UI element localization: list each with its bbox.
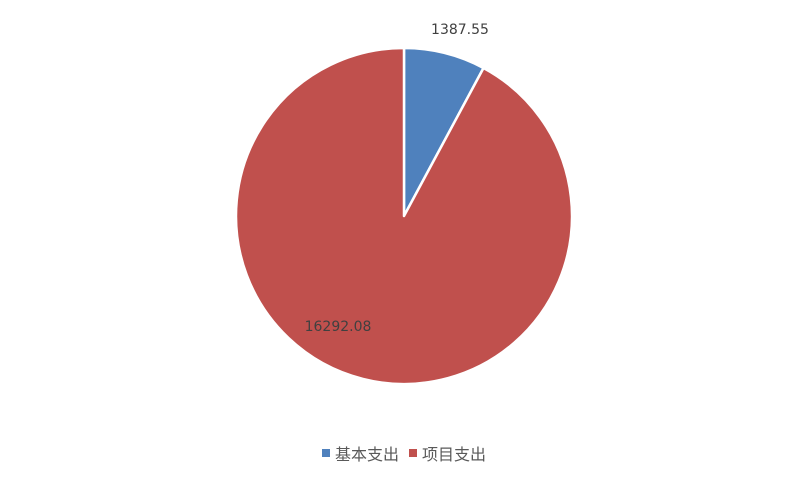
data-label-basic: 1387.55	[431, 22, 489, 38]
pie-slice-1	[234, 46, 574, 386]
legend-item-basic: 基本支出	[321, 441, 399, 465]
data-label-project: 16292.08	[304, 319, 372, 335]
legend-label-basic: 基本支出	[334, 445, 399, 464]
legend-swatch-basic	[321, 449, 330, 457]
legend-label-project: 项目支出	[422, 445, 487, 464]
legend-swatch-project	[409, 449, 417, 457]
legend-item-project: 项目支出	[409, 441, 486, 465]
legend: 基本支出 项目支出	[0, 441, 808, 465]
